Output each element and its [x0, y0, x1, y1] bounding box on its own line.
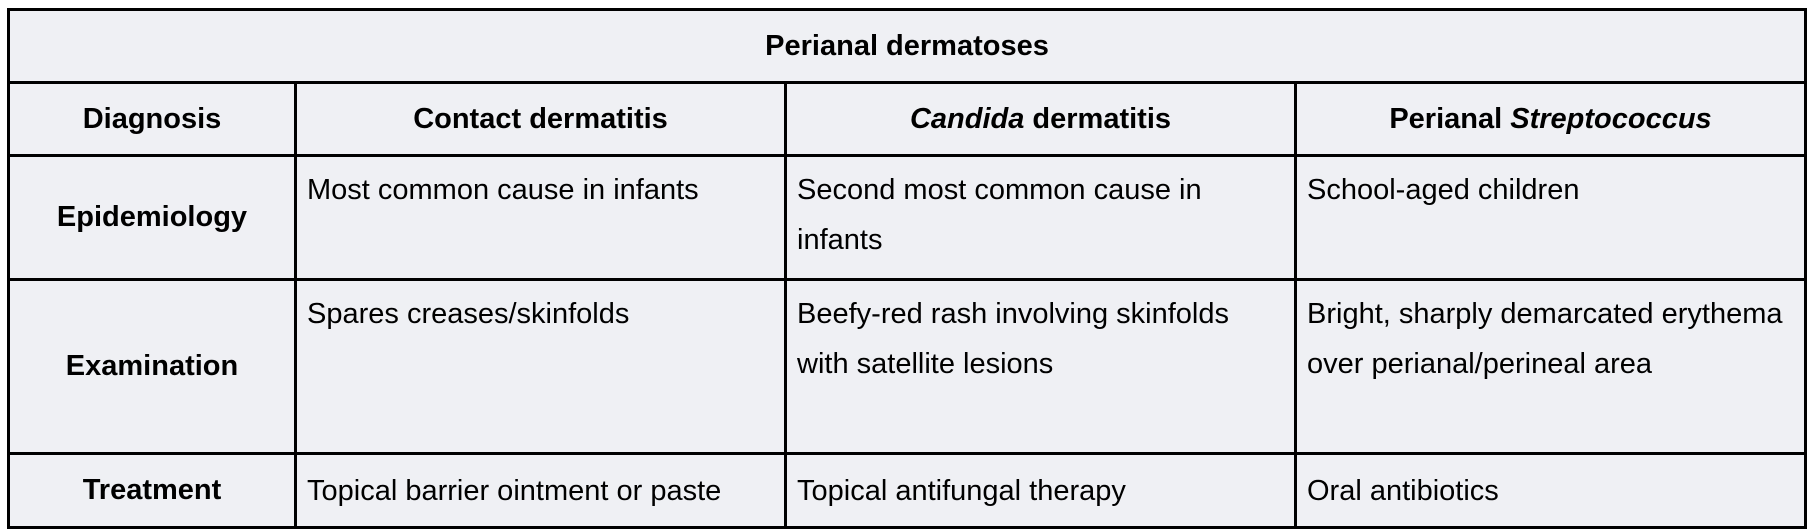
table-header-row: Diagnosis Contact dermatitis Candida der… — [7, 81, 1808, 157]
cell-treatment-candida: Topical antifungal therapy — [784, 452, 1297, 529]
table-row-treatment: Treatment Topical barrier ointment or pa… — [7, 452, 1808, 529]
row-label-epidemiology: Epidemiology — [7, 154, 297, 281]
header-candida-italic: Candida — [909, 102, 1025, 135]
cell-examination-strep: Bright, sharply demarcated erythema over… — [1293, 278, 1808, 455]
table-title: Perianal dermatoses — [6, 8, 1808, 84]
header-candida-rest: dermatitis — [1024, 102, 1172, 135]
row-label-treatment: Treatment — [7, 452, 297, 529]
table-row-examination: Examination Spares creases/skinfolds Bee… — [7, 278, 1808, 455]
cell-epidemiology-contact: Most common cause in infants — [294, 154, 787, 281]
header-strep-plain: Perianal — [1389, 102, 1511, 135]
header-contact-dermatitis: Contact dermatitis — [294, 81, 787, 157]
header-candida-dermatitis: Candida dermatitis — [784, 81, 1297, 157]
cell-examination-candida: Beefy-red rash involving skinfolds with … — [784, 278, 1297, 455]
cell-treatment-contact: Topical barrier ointment or paste — [294, 452, 787, 529]
header-perianal-streptococcus: Perianal Streptococcus — [1293, 81, 1808, 157]
header-diagnosis: Diagnosis — [7, 81, 297, 157]
table-title-row: Perianal dermatoses — [6, 8, 1808, 84]
table-row-epidemiology: Epidemiology Most common cause in infant… — [7, 154, 1808, 281]
row-label-examination: Examination — [7, 278, 297, 455]
cell-examination-contact: Spares creases/skinfolds — [294, 278, 787, 455]
perianal-dermatoses-table-container: Perianal dermatoses Diagnosis Contact de… — [6, 8, 1808, 529]
header-strep-italic: Streptococcus — [1510, 102, 1712, 135]
perianal-dermatoses-table: Perianal dermatoses Diagnosis Contact de… — [6, 8, 1808, 529]
cell-epidemiology-candida: Second most common cause in infants — [784, 154, 1297, 281]
cell-treatment-strep: Oral antibiotics — [1293, 452, 1808, 529]
cell-epidemiology-strep: School-aged children — [1293, 154, 1808, 281]
